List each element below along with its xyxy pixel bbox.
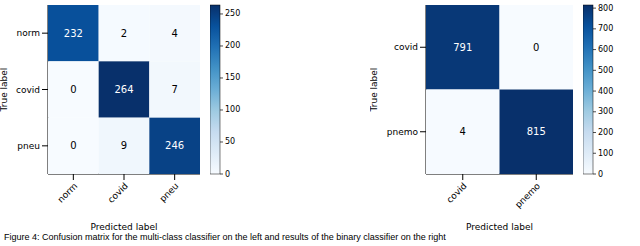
- svg-text:600: 600: [598, 45, 613, 54]
- svg-text:pneu: pneu: [157, 181, 180, 204]
- svg-text:500: 500: [598, 66, 613, 75]
- svg-text:246: 246: [165, 140, 184, 151]
- svg-text:815: 815: [527, 126, 546, 137]
- svg-text:pnemo: pnemo: [513, 181, 543, 211]
- svg-text:250: 250: [225, 9, 240, 18]
- svg-text:200: 200: [225, 41, 240, 50]
- svg-text:covid: covid: [394, 42, 418, 52]
- svg-text:0: 0: [598, 170, 603, 179]
- svg-text:800: 800: [598, 4, 613, 13]
- svg-text:4: 4: [171, 28, 177, 39]
- svg-text:True label: True label: [370, 68, 379, 113]
- svg-text:pneu: pneu: [17, 141, 40, 151]
- svg-text:700: 700: [598, 24, 613, 33]
- svg-text:Predicted label: Predicted label: [91, 222, 158, 232]
- svg-text:Predicted label: Predicted label: [466, 222, 533, 232]
- svg-text:150: 150: [225, 73, 240, 82]
- svg-text:7: 7: [171, 84, 177, 95]
- svg-text:232: 232: [64, 28, 83, 39]
- svg-text:covid: covid: [16, 85, 40, 95]
- html-text:Figure 4: Confusion matrix for: Figure 4: Confusion matrix for the multi…: [4, 232, 446, 242]
- svg-text:791: 791: [453, 42, 472, 53]
- svg-text:264: 264: [114, 84, 133, 95]
- svg-text:0: 0: [533, 42, 539, 53]
- svg-text:True label: True label: [8, 68, 9, 113]
- svg-text:50: 50: [225, 137, 235, 146]
- svg-text:pnemo: pnemo: [387, 127, 419, 137]
- svg-text:covid: covid: [106, 181, 130, 205]
- svg-text:100: 100: [598, 149, 613, 158]
- svg-text:4: 4: [460, 126, 466, 137]
- svg-text:9: 9: [121, 140, 127, 151]
- svg-text:0: 0: [225, 170, 230, 179]
- svg-text:2: 2: [121, 28, 127, 39]
- svg-text:300: 300: [598, 107, 613, 116]
- svg-text:200: 200: [598, 128, 613, 137]
- svg-text:norm: norm: [16, 28, 40, 38]
- svg-text:0: 0: [70, 140, 76, 151]
- svg-text:100: 100: [225, 105, 240, 114]
- svg-text:norm: norm: [56, 181, 80, 205]
- svg-text:400: 400: [598, 87, 613, 96]
- svg-text:covid: covid: [445, 181, 469, 205]
- svg-text:0: 0: [70, 84, 76, 95]
